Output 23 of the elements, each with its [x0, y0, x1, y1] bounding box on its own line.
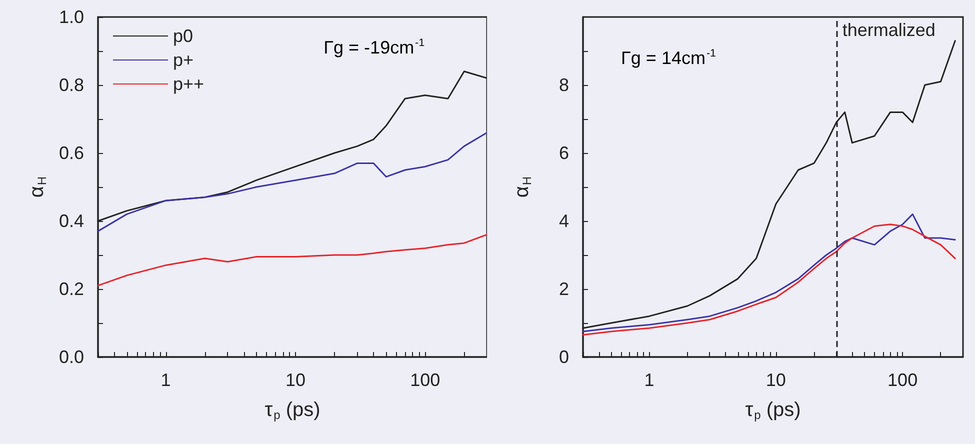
y-axis-title: αH: [511, 176, 534, 198]
legend-label: p+: [173, 50, 194, 70]
x-tick-label: 100: [888, 370, 918, 390]
y-tick-label: 0.2: [58, 279, 84, 299]
y-tick-label: 0: [558, 347, 569, 367]
x-tick-label: 10: [285, 370, 306, 390]
x-tick-label: 1: [644, 370, 654, 390]
y-tick-label: 8: [558, 75, 569, 95]
x-tick-label: 10: [766, 370, 786, 390]
y-tick-label: 2: [558, 279, 569, 299]
y-tick-label: 0.6: [58, 143, 84, 163]
y-tick-label: 1.0: [58, 7, 84, 27]
legend-label: p0: [173, 26, 194, 46]
x-tick-label: 100: [410, 370, 440, 390]
y-tick-label: 0.4: [58, 211, 84, 231]
y-tick-label: 0.8: [58, 75, 84, 95]
x-tick-label: 1: [160, 370, 171, 390]
y-axis-title: αH: [26, 176, 49, 198]
y-tick-label: 0.0: [58, 347, 84, 367]
ref-line-label: thermalized: [842, 20, 936, 40]
y-tick-label: 4: [558, 211, 569, 231]
legend-label: p++: [173, 74, 204, 94]
y-tick-label: 6: [558, 143, 569, 163]
